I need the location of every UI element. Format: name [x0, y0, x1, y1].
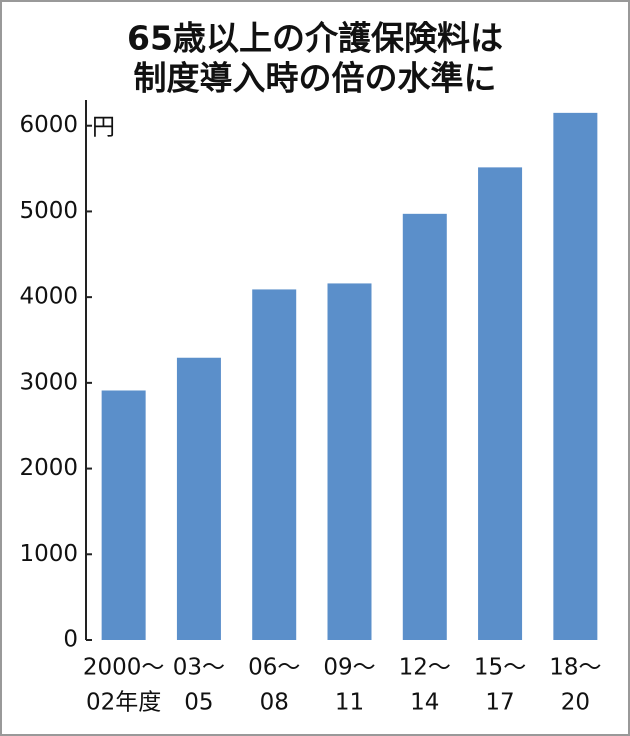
x-tick-label: 18～ [549, 655, 601, 681]
chart-title: 制度導入時の倍の水準に [134, 59, 497, 98]
x-tick-label: 15～ [474, 655, 526, 681]
y-tick-label: 6000 [19, 112, 78, 138]
bar [101, 390, 146, 640]
x-tick-label: 05 [184, 690, 213, 716]
x-tick-label: 17 [485, 690, 514, 716]
y-tick-label: 3000 [19, 369, 78, 395]
x-tick-label: 09～ [323, 655, 375, 681]
bar [478, 167, 523, 640]
x-tick-label: 14 [410, 690, 439, 716]
bar [327, 283, 372, 640]
x-tick-label: 12～ [399, 655, 451, 681]
y-unit: 円 [92, 115, 115, 141]
y-tick-label: 5000 [19, 198, 78, 224]
x-tick-label: 02年度 [86, 690, 161, 716]
y-tick-label: 4000 [19, 284, 78, 310]
chart-title: 65歳以上の介護保険料は [127, 19, 503, 58]
x-tick-label: 11 [335, 690, 364, 716]
y-tick-label: 1000 [19, 541, 78, 567]
y-tick-label: 2000 [19, 455, 78, 481]
bar [402, 213, 447, 641]
x-tick-label: 20 [561, 690, 590, 716]
x-tick-label: 2000～ [83, 655, 165, 681]
bar [252, 289, 297, 640]
y-tick-label: 0 [63, 627, 78, 653]
x-tick-label: 06～ [248, 655, 300, 681]
x-tick-label: 08 [260, 690, 289, 716]
bar [553, 112, 598, 641]
x-tick-label: 03～ [173, 655, 225, 681]
bar [176, 357, 221, 640]
